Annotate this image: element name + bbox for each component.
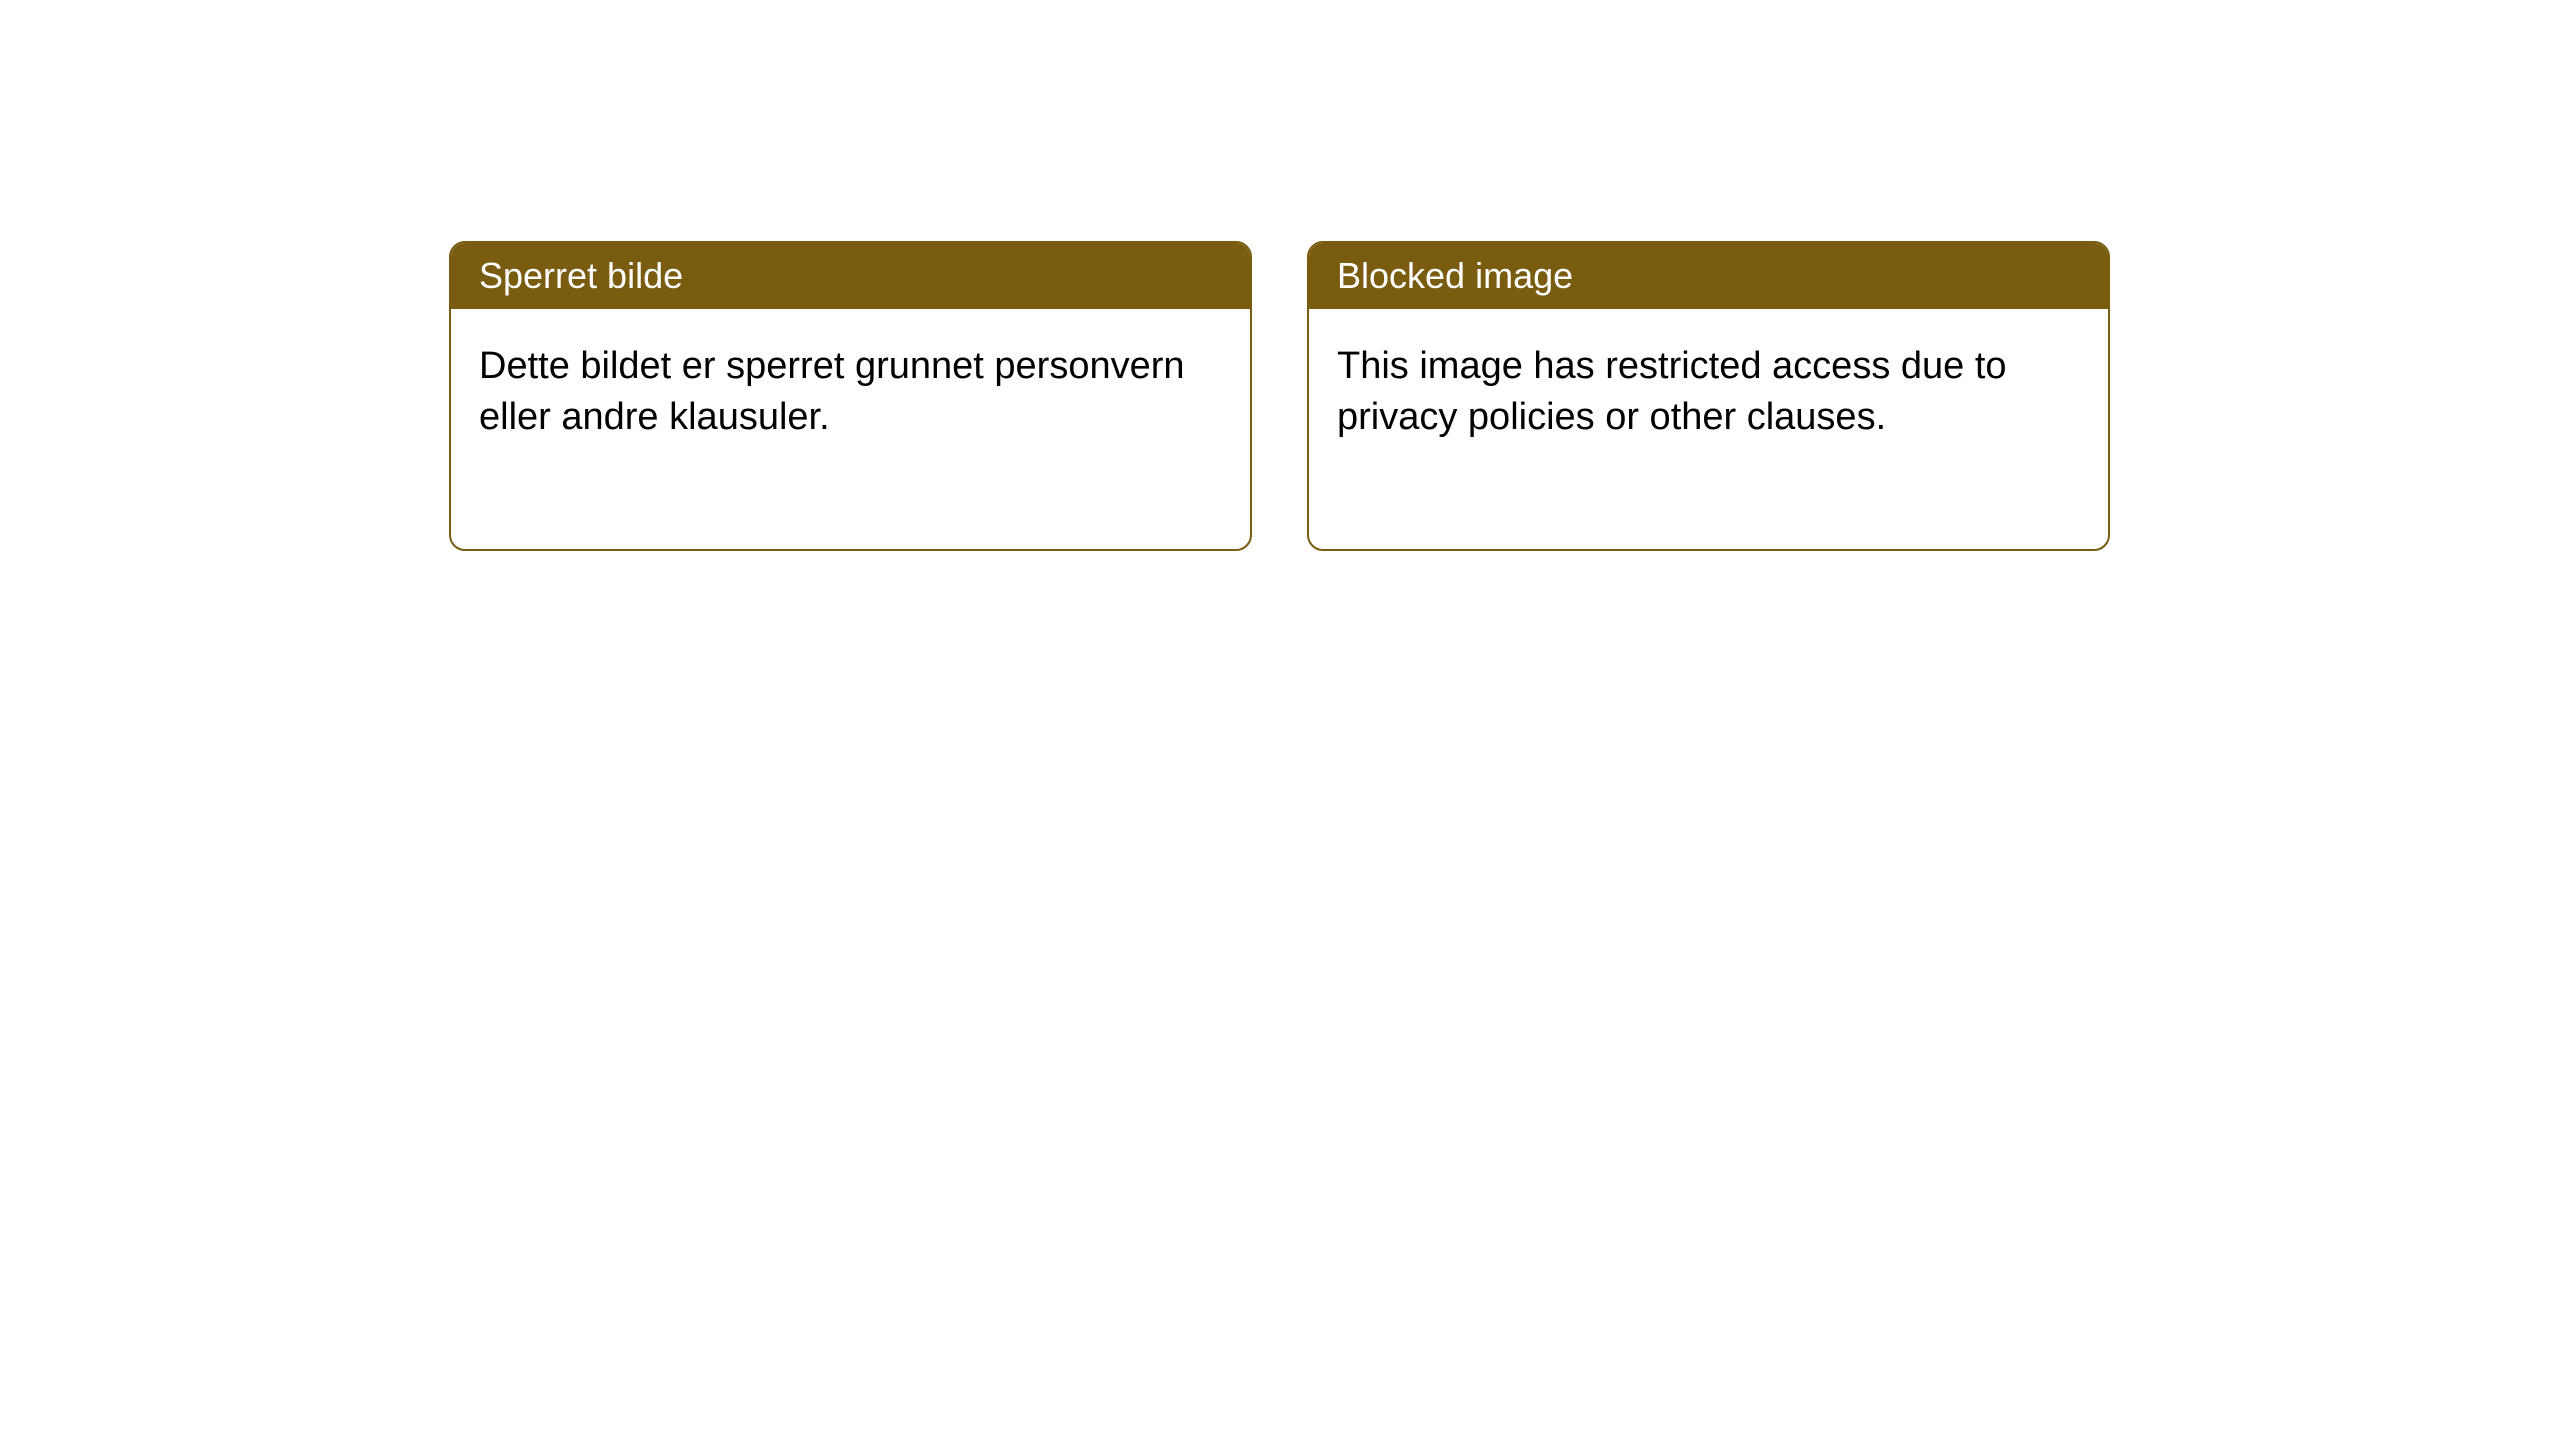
notice-body: Dette bildet er sperret grunnet personve… [451, 309, 1250, 549]
notice-card-norwegian: Sperret bilde Dette bildet er sperret gr… [449, 241, 1252, 551]
notice-card-english: Blocked image This image has restricted … [1307, 241, 2110, 551]
notice-body: This image has restricted access due to … [1309, 309, 2108, 549]
notice-header: Blocked image [1309, 243, 2108, 309]
notice-message: Dette bildet er sperret grunnet personve… [479, 345, 1185, 438]
notice-title: Blocked image [1337, 255, 1573, 296]
notice-message: This image has restricted access due to … [1337, 345, 2007, 438]
notice-container: Sperret bilde Dette bildet er sperret gr… [449, 241, 2110, 551]
notice-header: Sperret bilde [451, 243, 1250, 309]
notice-title: Sperret bilde [479, 255, 683, 296]
